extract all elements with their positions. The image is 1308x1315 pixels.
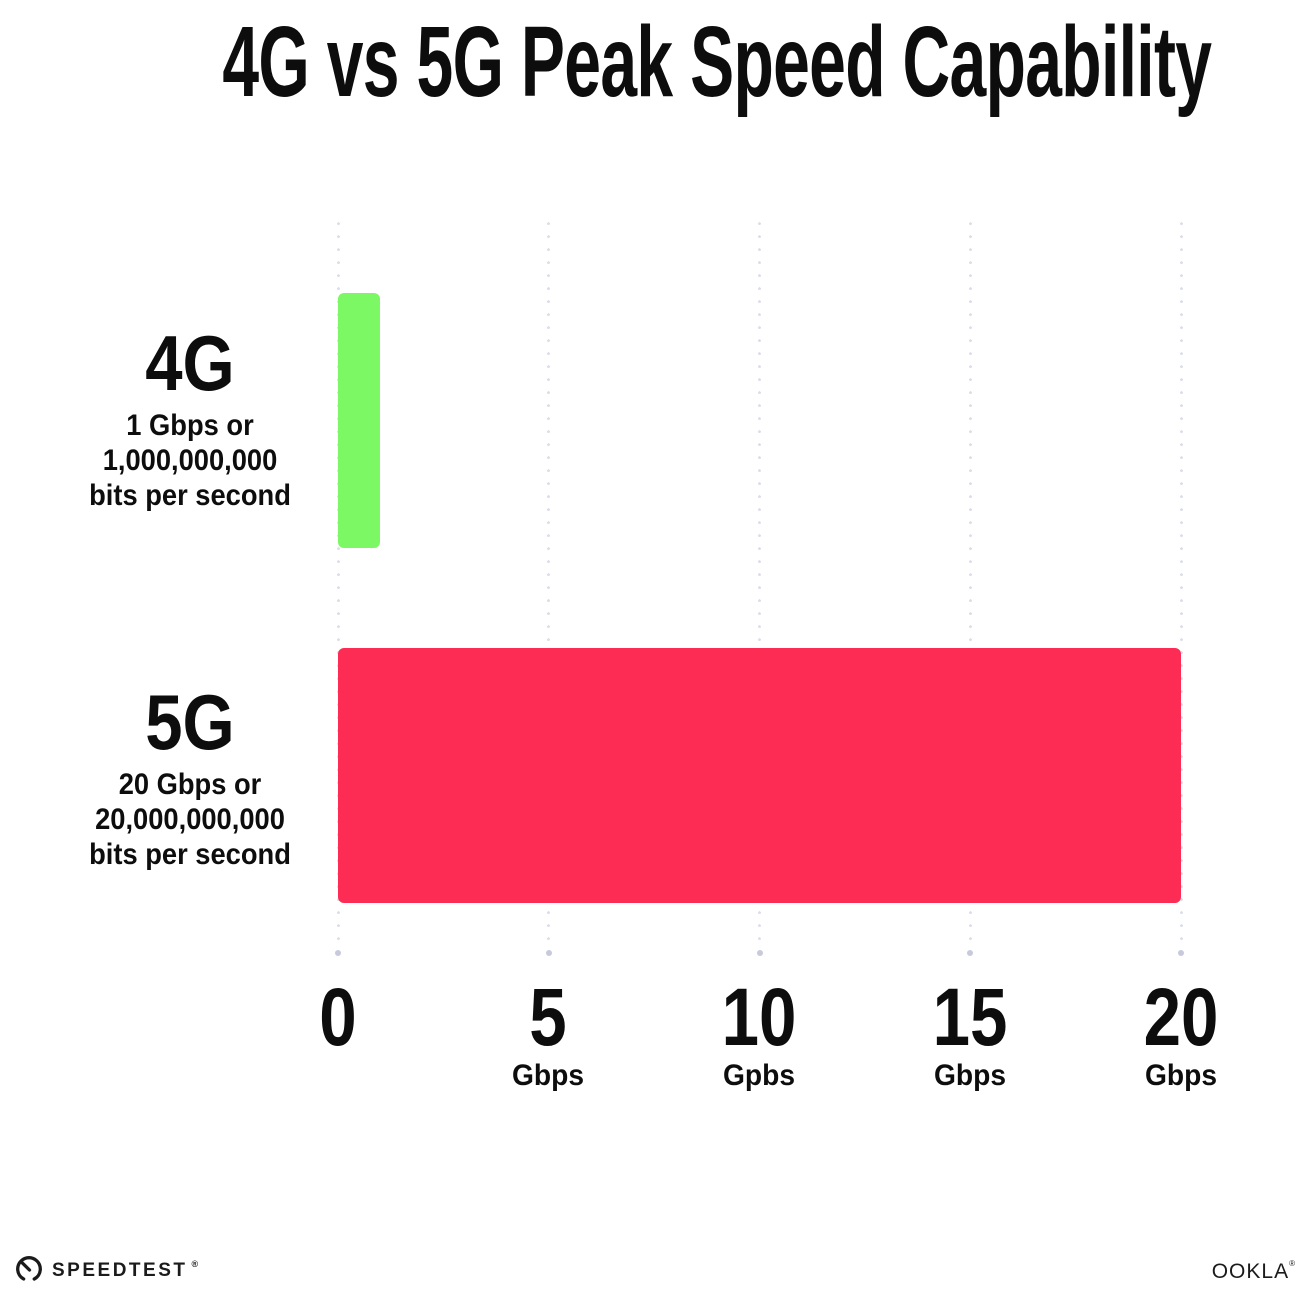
- subtitle-line: 20,000,000,000: [95, 803, 285, 836]
- category-name-5g: 5G: [145, 678, 235, 766]
- gridline-10: [756, 222, 763, 956]
- subtitle-line: 1,000,000,000: [102, 444, 278, 477]
- x-tick-20: 20 Gbps: [1081, 972, 1281, 1093]
- chart-title: 4G vs 5G Peak Speed Capability: [222, 6, 1212, 118]
- bar-4g: [338, 293, 381, 548]
- gridline-5: [545, 222, 552, 956]
- ookla-wordmark: OOKLA: [1211, 1260, 1290, 1283]
- subtitle-line: 1 Gbps or: [126, 409, 254, 442]
- ookla-logo: OOKLA ®: [1211, 1259, 1295, 1284]
- x-tick-10: 10 Gpbs: [659, 972, 859, 1093]
- gridline-0: [335, 222, 341, 956]
- plot-area: [335, 222, 1184, 956]
- category-subtitle-5g: 20 Gbps or 20,000,000,000 bits per secon…: [54, 767, 327, 872]
- x-tick-15: 15 Gbps: [870, 972, 1070, 1093]
- category-label-5g: 5G 20 Gbps or 20,000,000,000 bits per se…: [40, 682, 340, 872]
- tick-unit: Gbps: [511, 1059, 585, 1092]
- speedtest-gauge-icon: [14, 1254, 44, 1289]
- speedtest-logo: SPEEDTEST ®: [14, 1254, 202, 1288]
- tick-value: 20: [1143, 972, 1219, 1063]
- category-name-4g: 4G: [145, 319, 235, 407]
- ookla-trademark-mark: ®: [1289, 1259, 1295, 1268]
- x-tick-5: 5 Gbps: [448, 972, 648, 1093]
- tick-unit: Gbps: [1144, 1059, 1218, 1092]
- tick-value: 10: [721, 972, 797, 1063]
- subtitle-line: 20 Gbps or: [118, 768, 262, 801]
- x-tick-0: 0: [238, 972, 438, 1063]
- tick-value: 0: [319, 972, 357, 1063]
- tick-unit: Gbps: [933, 1059, 1007, 1092]
- tick-value: 15: [932, 972, 1008, 1063]
- gridline-15: [967, 222, 974, 956]
- speedtest-wordmark: SPEEDTEST: [52, 1260, 188, 1281]
- speedtest-registered-mark: ®: [191, 1259, 199, 1269]
- subtitle-line: bits per second: [89, 479, 291, 512]
- tick-unit: Gpbs: [722, 1059, 796, 1092]
- category-subtitle-4g: 1 Gbps or 1,000,000,000 bits per second: [54, 408, 327, 513]
- category-label-4g: 4G 1 Gbps or 1,000,000,000 bits per seco…: [40, 323, 340, 513]
- gridline-20: [1178, 222, 1184, 956]
- subtitle-line: bits per second: [89, 838, 291, 871]
- tick-value: 5: [529, 972, 567, 1063]
- bar-5g: [338, 648, 1181, 903]
